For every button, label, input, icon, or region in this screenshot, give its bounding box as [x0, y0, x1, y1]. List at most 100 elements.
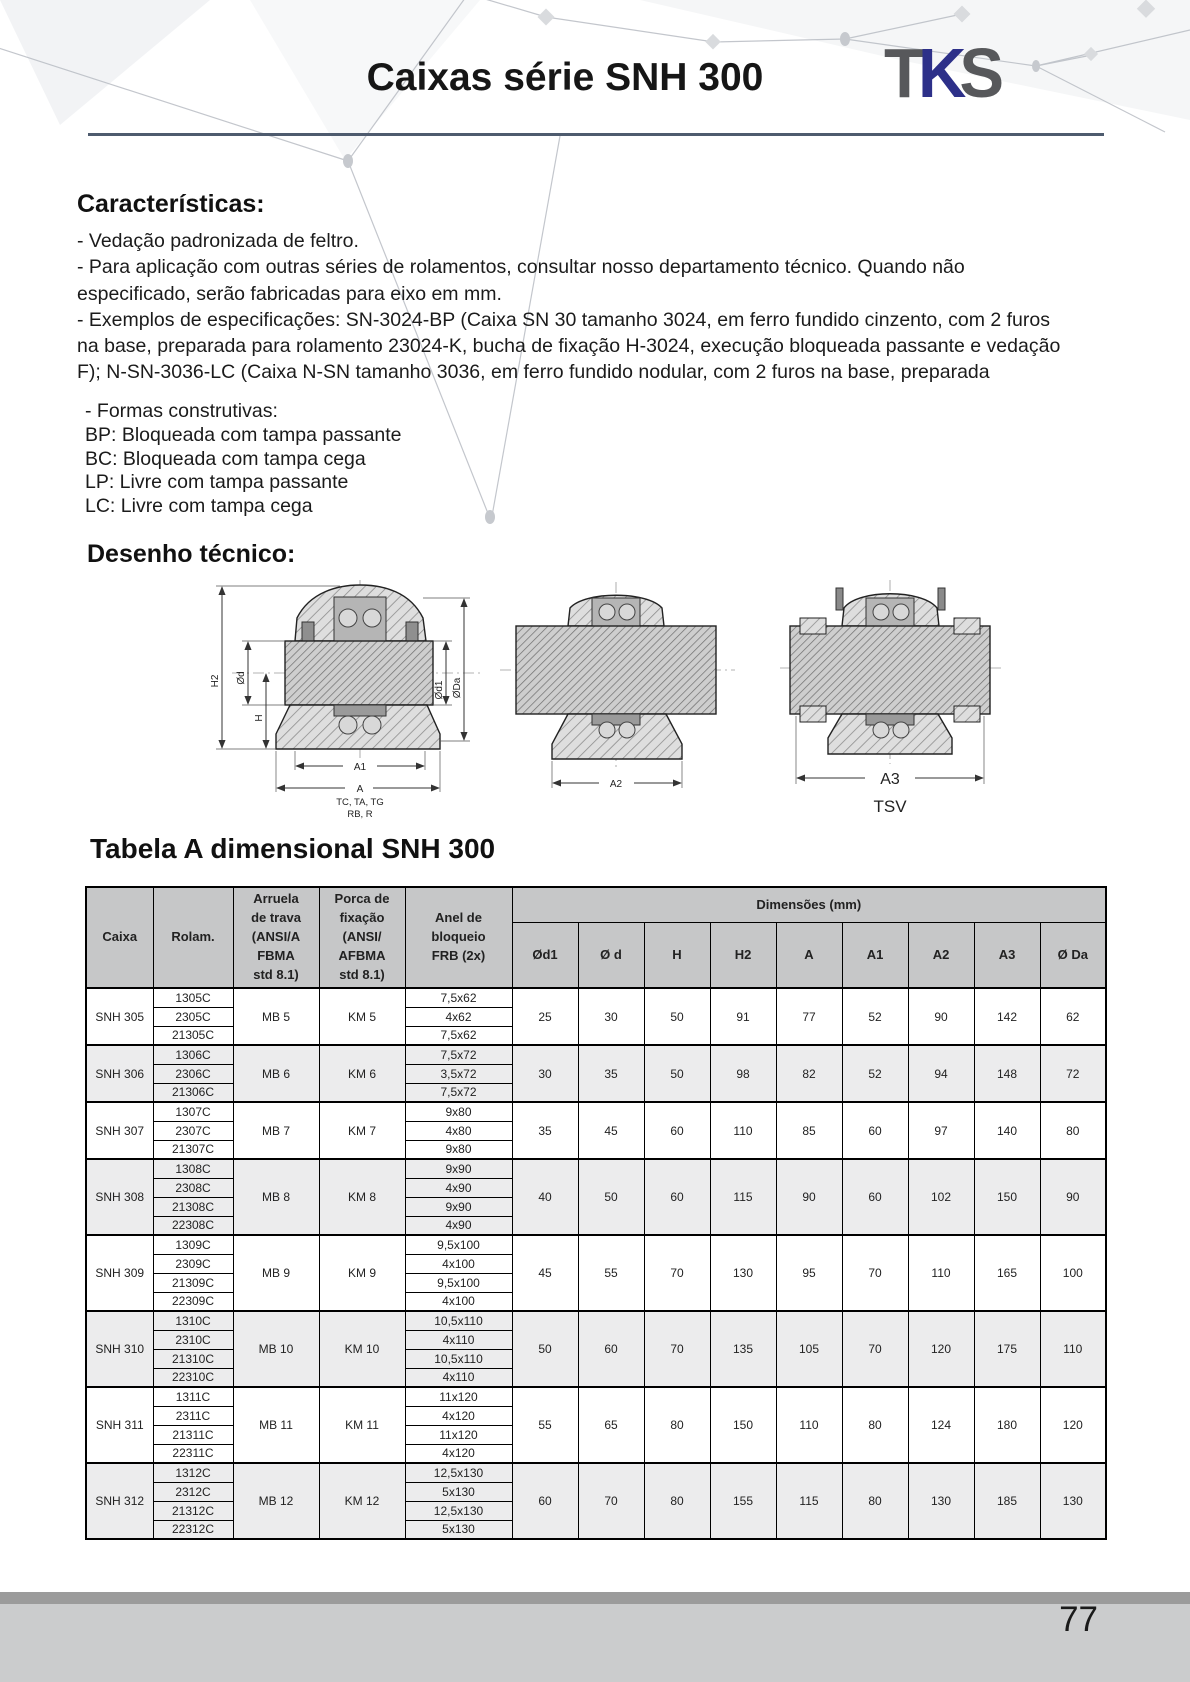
cell-dim-8: 62 [1039, 987, 1107, 1046]
cell-dim-1: 30 [577, 987, 645, 1046]
cell-porca: KM 12 [318, 1462, 406, 1540]
cell-rolam: 1306C [152, 1044, 234, 1065]
dim-label-h2: H2 [210, 674, 221, 687]
cell-porca: KM 11 [318, 1386, 406, 1464]
cell-rolam: 22311C [152, 1443, 234, 1464]
cell-porca: KM 8 [318, 1158, 406, 1236]
technical-drawing-through-shaft: A2 [500, 582, 735, 790]
cell-dim-4: 105 [775, 1310, 843, 1388]
cell-dim-3: 130 [709, 1234, 777, 1312]
cell-anel: 9x90 [404, 1158, 513, 1179]
col-header-arruela: Arruela de trava (ANSI/A FBMA std 8.1) [232, 886, 320, 989]
table-row: 21312C 12,5x130 [86, 1500, 1106, 1521]
dim-label-od: Ød [236, 671, 247, 684]
formas-item: BP: Bloqueada com tampa passante [85, 423, 402, 446]
cell-dim-1: 65 [577, 1386, 645, 1464]
table-row: 21308C 9x90 [86, 1196, 1106, 1217]
drawing3-type-label: TSV [873, 797, 907, 816]
cell-rolam: 1305C [152, 987, 234, 1008]
cell-dim-8: 90 [1039, 1158, 1107, 1236]
dimension-table-wrapper: Caixa Rolam. Arruela de trava (ANSI/A FB… [85, 886, 1108, 1540]
col-header-a3: A3 [973, 922, 1041, 989]
cell-dim-4: 85 [775, 1101, 843, 1160]
cell-anel: 10,5x110 [404, 1310, 513, 1331]
table-row: 21310C 10,5x110 [86, 1348, 1106, 1369]
cell-anel: 5x130 [404, 1519, 513, 1540]
footer-dark-bar [0, 1592, 1190, 1604]
cell-rolam: 22312C [152, 1519, 234, 1540]
cell-dim-7: 150 [973, 1158, 1041, 1236]
cell-porca: KM 6 [318, 1044, 406, 1103]
cell-arruela: MB 5 [232, 987, 320, 1046]
cell-dim-2: 60 [643, 1101, 711, 1160]
cell-anel: 9x80 [404, 1101, 513, 1122]
cell-dim-2: 50 [643, 987, 711, 1046]
cell-dim-6: 120 [907, 1310, 975, 1388]
drawing1-variants-2: RB, R [347, 809, 372, 820]
table-row: SNH 305 1305C MB 5 KM 5 7,5x62 25 30 50 91 77 52 90… [85, 987, 1107, 1046]
cell-porca: KM 10 [318, 1310, 406, 1388]
table-header: Caixa Rolam. Arruela de trava (ANSI/A FB… [85, 886, 1107, 989]
cell-dim-8: 110 [1039, 1310, 1107, 1388]
cell-dim-3: 135 [709, 1310, 777, 1388]
cell-porca: KM 5 [318, 987, 406, 1046]
cell-arruela: MB 7 [232, 1101, 320, 1160]
dim-label-a: A [357, 784, 364, 795]
caracteristicas-text: - Vedação padronizada de feltro. - Para … [77, 228, 1060, 386]
cell-dim-3: 155 [709, 1462, 777, 1540]
cell-dim-1: 50 [577, 1158, 645, 1236]
cell-dim-2: 70 [643, 1234, 711, 1312]
cell-dim-5: 80 [841, 1462, 909, 1540]
cell-anel: 12,5x130 [404, 1500, 513, 1521]
cell-dim-5: 80 [841, 1386, 909, 1464]
cell-anel: 3,5x72 [404, 1063, 513, 1084]
cell-dim-3: 115 [709, 1158, 777, 1236]
dimension-table: Caixa Rolam. Arruela de trava (ANSI/A FB… [85, 886, 1108, 1540]
cell-dim-0: 45 [511, 1234, 579, 1312]
cell-rolam: 21310C [152, 1348, 234, 1369]
cell-dim-1: 55 [577, 1234, 645, 1312]
cell-dim-3: 91 [709, 987, 777, 1046]
table-row: 22311C 4x120 [86, 1443, 1106, 1464]
cell-rolam: 21311C [152, 1424, 234, 1445]
cell-dim-4: 90 [775, 1158, 843, 1236]
cell-dim-1: 70 [577, 1462, 645, 1540]
cell-rolam: 2312C [152, 1481, 234, 1502]
cell-dim-7: 185 [973, 1462, 1041, 1540]
dim-label-oda: ØDa [452, 677, 463, 698]
cell-anel: 9,5x100 [404, 1272, 513, 1293]
cell-rolam: 21309C [152, 1272, 234, 1293]
formas-item: LC: Livre com tampa cega [85, 495, 313, 518]
cell-dim-0: 25 [511, 987, 579, 1046]
cell-dim-6: 94 [907, 1044, 975, 1103]
cell-anel: 4x100 [404, 1253, 513, 1274]
col-header-rolam: Rolam. [152, 886, 234, 989]
col-header-od: Ø d [577, 922, 645, 989]
cell-rolam: 21305C [152, 1025, 234, 1046]
cell-dim-7: 140 [973, 1101, 1041, 1160]
table-body: SNH 305 1305C MB 5 KM 5 7,5x62 25 30 50 91 77 52 90… [85, 987, 1107, 1540]
cell-dim-1: 45 [577, 1101, 645, 1160]
table-row: 2308C 4x90 [86, 1177, 1106, 1198]
section-heading-desenho: Desenho técnico: [87, 540, 296, 568]
cell-dim-5: 70 [841, 1310, 909, 1388]
col-header-h: H [643, 922, 711, 989]
cell-rolam: 2308C [152, 1177, 234, 1198]
cell-porca: KM 9 [318, 1234, 406, 1312]
cell-anel: 10,5x110 [404, 1348, 513, 1369]
cell-rolam: 22310C [152, 1367, 234, 1388]
cell-dim-5: 70 [841, 1234, 909, 1312]
cell-rolam: 22308C [152, 1215, 234, 1236]
cell-dim-5: 60 [841, 1158, 909, 1236]
logo-letter-s: S [959, 34, 1004, 113]
dim-label-h: H [254, 714, 265, 721]
cell-anel: 4x90 [404, 1215, 513, 1236]
table-row: SNH 306 1306C MB 6 KM 6 7,5x72 30 35 50 98 82 52 94… [85, 1044, 1107, 1103]
cell-dim-6: 97 [907, 1101, 975, 1160]
cell-anel: 4x120 [404, 1443, 513, 1464]
cell-rolam: 2311C [152, 1405, 234, 1426]
cell-rolam: 21312C [152, 1500, 234, 1521]
drawing1-variants-1: TC, TA, TG [336, 797, 384, 808]
table-row: 2310C 4x110 [86, 1329, 1106, 1350]
col-header-h2: H2 [709, 922, 777, 989]
